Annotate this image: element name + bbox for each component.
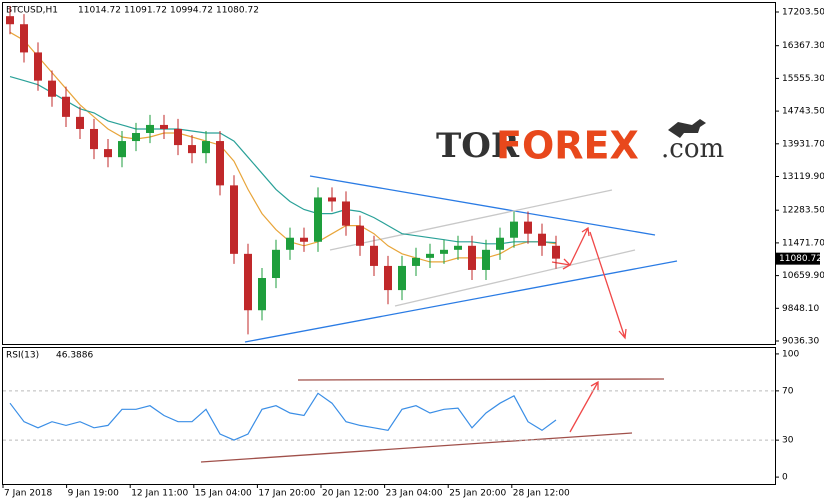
x-tick-label: 9 Jan 19:00 [68, 489, 120, 499]
candle-body [62, 96, 70, 117]
y-tick-label: 11471.70 [782, 238, 824, 248]
x-tick-label: 15 Jan 04:00 [195, 489, 252, 499]
candle-body [118, 141, 126, 158]
ohlc-value: 11080.72 [216, 6, 259, 16]
candle-body [132, 132, 140, 142]
candle-body [454, 245, 462, 250]
candle-body [244, 253, 252, 311]
candle-body [286, 237, 294, 250]
candle-body [300, 237, 308, 242]
candle-body [20, 24, 28, 53]
y-tick-label: 15555.30 [782, 74, 824, 84]
candle-body [6, 16, 14, 25]
candle-body [552, 245, 560, 259]
channel-line [394, 249, 636, 307]
ohlc-header: 11014.72 11091.72 10994.72 11080.72 [78, 6, 259, 16]
candle-body [146, 124, 154, 133]
rsi-frame [2, 347, 776, 485]
y-tick-label: 9036.30 [782, 337, 819, 347]
x-tick-label: 20 Jan 12:00 [322, 489, 379, 499]
candle-body [272, 249, 280, 279]
channel-line [329, 189, 613, 251]
y-tick-label: 13931.70 [782, 139, 824, 149]
trend-line [309, 175, 656, 236]
y-tick-label: 0 [782, 473, 788, 483]
candle-body [370, 245, 378, 266]
candle-body [426, 253, 434, 258]
y-tick-label: 100 [782, 349, 799, 359]
candle-body [440, 249, 448, 254]
candle-body [524, 221, 532, 234]
x-tick-label: 25 Jan 20:00 [449, 489, 506, 499]
rsi-value: 46.3886 [56, 351, 93, 361]
candle-body [202, 141, 210, 154]
x-tick-label: 28 Jan 12:00 [513, 489, 570, 499]
arrow [569, 380, 599, 433]
arrow [569, 226, 590, 266]
rsi-name: RSI(13) [6, 351, 39, 361]
moving-average [9, 31, 557, 263]
ohlc-value: 11091.72 [124, 6, 167, 16]
candle-body [356, 225, 364, 246]
x-tick-label: 12 Jan 11:00 [131, 489, 188, 499]
candle-body [258, 278, 266, 311]
candle-body [468, 245, 476, 270]
candle-body [510, 221, 518, 238]
candle-body [188, 145, 196, 154]
candle-body [412, 257, 420, 266]
candle-body [314, 197, 322, 242]
ohlc-value: 10994.72 [170, 6, 213, 16]
candle-body [328, 197, 336, 202]
candle-body [230, 185, 238, 254]
rsi-line [9, 392, 557, 441]
y-tick-label: 13119.90 [782, 172, 824, 182]
y-tick-label: 10659.90 [782, 271, 824, 281]
ohlc-value: 11014.72 [78, 6, 121, 16]
y-tick-label: 17203.50 [782, 8, 824, 18]
symbol: BTCUSD,H1 [6, 6, 58, 16]
rsi-line [297, 378, 665, 381]
candle-body [104, 149, 112, 158]
candle-body [90, 128, 98, 150]
y-tick-label: 16367.30 [782, 41, 824, 51]
y-tick-label: 30 [782, 436, 794, 446]
candle-body [342, 201, 350, 226]
candle-body [34, 52, 42, 81]
candle-body [160, 124, 168, 129]
watermark-text: TOR [436, 126, 520, 166]
candle-body [496, 237, 504, 250]
candle-body [216, 141, 224, 186]
bull-icon [668, 119, 706, 138]
x-tick-label: 7 Jan 2018 [4, 489, 52, 499]
trend-line [244, 260, 678, 343]
y-tick-label: 9848.10 [782, 304, 819, 314]
price-box [776, 252, 820, 265]
main-frame [2, 2, 776, 345]
candle-body [76, 116, 84, 129]
watermark-text: FOREX [496, 124, 639, 168]
candle-body [384, 265, 392, 291]
y-tick-label: 12283.50 [782, 206, 824, 216]
y-tick-label: 70 [782, 386, 794, 396]
candle-body [174, 128, 182, 146]
candle-body [398, 265, 406, 291]
candle-body [538, 233, 546, 246]
watermark-text: .com [661, 134, 724, 164]
rsi-line [200, 432, 633, 463]
price-label: 11080.72 [779, 254, 822, 264]
watermark: TOR FOREX .com [436, 119, 724, 168]
x-tick-label: 23 Jan 04:00 [386, 489, 443, 499]
candle-body [482, 249, 490, 270]
y-tick-label: 14743.50 [782, 107, 824, 117]
x-tick-label: 17 Jan 20:00 [258, 489, 315, 499]
arrow [551, 258, 572, 270]
arrow [589, 231, 627, 340]
drawings [200, 175, 678, 463]
candle-body [48, 80, 56, 97]
moving-average [9, 76, 557, 245]
